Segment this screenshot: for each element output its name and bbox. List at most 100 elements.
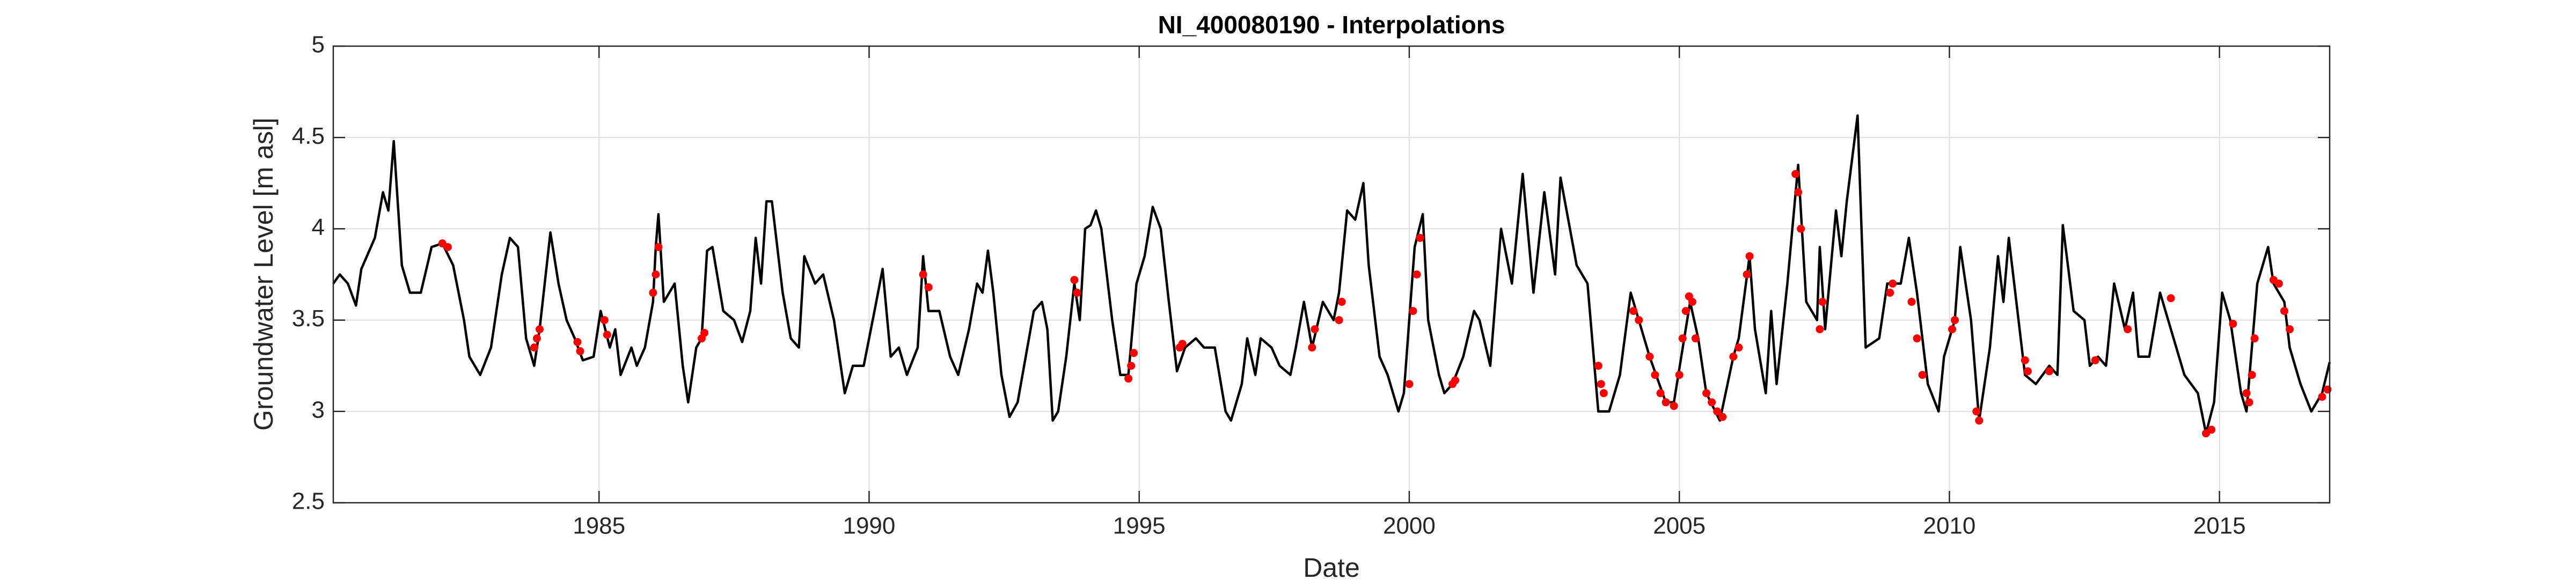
interpolated-point [1702,389,1711,398]
x-tick-label: 1990 [843,513,895,539]
interpolated-point [2023,367,2032,376]
interpolated-point [1718,413,1727,421]
interpolated-point [1656,389,1665,398]
x-tick-label: 1985 [573,513,625,539]
y-tick-label: 2.5 [292,488,325,515]
interpolated-point [1127,362,1136,370]
interpolated-point [1130,349,1138,357]
interpolated-point [535,325,544,334]
interpolated-point [443,243,452,251]
y-tick-label: 4.5 [292,123,325,149]
interpolated-point [1913,334,1921,343]
interpolated-point [2286,325,2294,334]
chart-title: NI_400080190 - Interpolations [1158,11,1505,39]
interpolated-point [1713,407,1722,416]
x-tick-label: 2015 [2193,513,2246,539]
interpolated-point [1178,340,1187,348]
interpolated-point [2045,367,2054,376]
interpolated-point [1918,371,1927,379]
interpolated-point [1662,398,1670,407]
interpolated-point [1972,407,1981,416]
interpolated-point [700,328,708,337]
interpolated-point [2318,393,2326,401]
interpolated-point [1948,325,1956,334]
y-tick-label: 3.5 [292,305,325,332]
interpolated-point [1950,316,1959,325]
interpolated-point [530,343,538,352]
interpolated-point [652,270,660,278]
interpolated-point [1818,298,1827,306]
interpolated-point [1124,375,1133,383]
interpolated-point [1594,362,1602,370]
interpolated-point [1797,224,1805,233]
interpolated-point [2242,389,2251,398]
interpolated-point [1599,389,1608,398]
interpolated-point [1907,298,1916,306]
interpolated-point [1889,280,1897,288]
x-tick-label: 2005 [1653,513,1706,539]
interpolated-point [573,337,582,346]
interpolated-point [1409,307,1417,315]
interpolated-point [1691,334,1700,343]
interpolated-point [2229,319,2237,328]
interpolated-point [2124,325,2132,334]
interpolated-point [1886,289,1894,297]
y-tick-label: 3 [312,397,325,423]
interpolated-point [1708,398,1716,407]
interpolated-point [1735,343,1743,352]
interpolated-point [2167,294,2175,303]
interpolated-point [2274,280,2283,288]
interpolated-point [1794,188,1803,196]
y-tick-label: 5 [312,32,325,58]
interpolated-point [1335,316,1343,325]
interpolated-point [2091,356,2099,364]
axes-box [332,45,2331,504]
interpolated-point [1413,270,1421,278]
interpolated-point [1451,376,1459,385]
interpolated-point [1405,380,1414,388]
interpolated-point [649,289,657,297]
interpolated-point [600,316,609,325]
interpolated-point [1416,233,1424,242]
interpolated-point [603,331,611,339]
x-tick-label: 2010 [1923,513,1975,539]
interpolated-point [1681,307,1690,315]
interpolated-point [919,270,927,278]
x-tick-label: 2000 [1383,513,1436,539]
interpolated-point [1729,353,1738,361]
plot-area [333,46,2330,503]
interpolated-point [1597,380,1605,388]
interpolated-point [2250,334,2259,343]
marks [332,114,2332,438]
interpolated-point [2245,398,2253,407]
interpolated-point [1635,316,1643,325]
x-axis-label: Date [1303,553,1360,583]
interpolated-point [1311,325,1319,334]
interpolated-point [576,347,584,355]
interpolated-point [924,283,933,291]
interpolated-point [2248,371,2256,379]
interpolated-point [1688,298,1696,306]
interpolated-point [1816,325,1824,334]
interpolated-point [1337,298,1346,306]
y-axis-label: Groundwater Level [m asl] [248,118,279,431]
interpolated-point [1308,343,1316,352]
interpolated-point [1070,276,1079,284]
interpolated-point [2280,307,2288,315]
interpolated-point [1743,270,1751,278]
interpolated-point [1645,353,1654,361]
interpolated-point [1675,371,1684,379]
interpolated-point [1073,289,1081,297]
interpolated-point [532,334,541,343]
interpolated-point [1745,252,1754,260]
interpolated-point [1629,307,1638,315]
y-tick-label: 4 [312,214,325,240]
interpolated-point [1651,371,1659,379]
interpolated-point [1670,402,1678,410]
interpolated-point [1678,334,1687,343]
interpolated-point [1975,416,1984,425]
interpolated-point [1791,170,1800,178]
interpolated-point [2207,425,2216,434]
